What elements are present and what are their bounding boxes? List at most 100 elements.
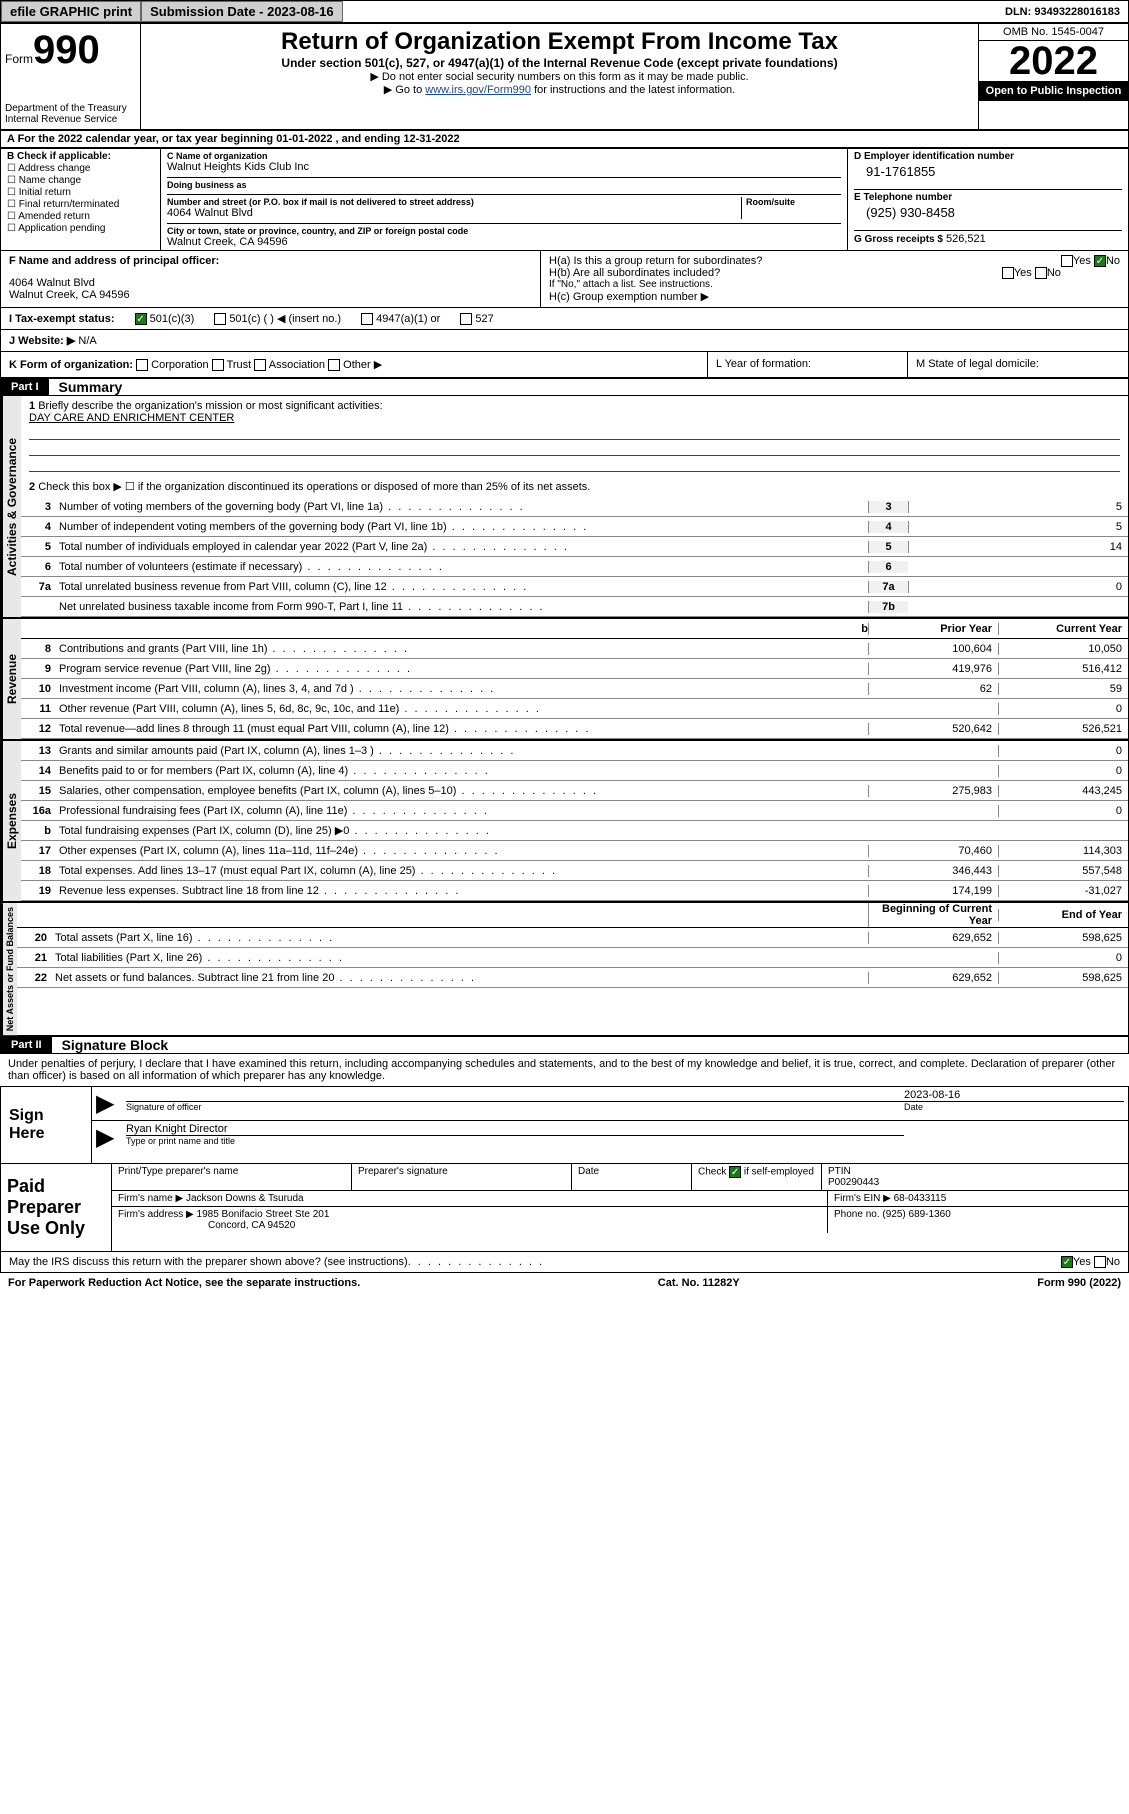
- hb-no-checkbox[interactable]: [1035, 267, 1047, 279]
- discuss-no-checkbox[interactable]: [1094, 1256, 1106, 1268]
- firm-address: 1985 Bonifacio Street Ste 201: [197, 1209, 330, 1220]
- cb-address-change[interactable]: ☐ Address change: [7, 163, 154, 174]
- firm-name: Jackson Downs & Tsuruda: [186, 1193, 304, 1204]
- section-d-e-g: D Employer identification number 91-1761…: [848, 149, 1128, 250]
- table-row: 10Investment income (Part VIII, column (…: [21, 679, 1128, 699]
- table-row: 14Benefits paid to or for members (Part …: [21, 761, 1128, 781]
- gross-receipts: 526,521: [946, 233, 986, 245]
- ein-value: 91-1761855: [854, 162, 1122, 185]
- section-b-checkboxes: B Check if applicable: ☐ Address change …: [1, 149, 161, 250]
- table-row: bTotal fundraising expenses (Part IX, co…: [21, 821, 1128, 841]
- table-row: 12Total revenue—add lines 8 through 11 (…: [21, 719, 1128, 739]
- cb-trust[interactable]: [212, 359, 224, 371]
- ha-group-return: H(a) Is this a group return for subordin…: [549, 255, 1120, 267]
- klm-row: K Form of organization: Corporation Trus…: [0, 352, 1129, 378]
- cb-final-return[interactable]: ☐ Final return/terminated: [7, 199, 154, 210]
- ha-yes-checkbox[interactable]: [1061, 255, 1073, 267]
- sig-date: 2023-08-16: [904, 1089, 1124, 1101]
- table-row: 8Contributions and grants (Part VIII, li…: [21, 639, 1128, 659]
- cb-corporation[interactable]: [136, 359, 148, 371]
- table-row: 13Grants and similar amounts paid (Part …: [21, 741, 1128, 761]
- part1-header: Part I Summary: [0, 378, 1129, 396]
- firm-ein: 68-0433115: [894, 1193, 947, 1204]
- table-row: 11Other revenue (Part VIII, column (A), …: [21, 699, 1128, 719]
- section-a-period: A For the 2022 calendar year, or tax yea…: [0, 130, 1129, 148]
- table-row: 6Total number of volunteers (estimate if…: [21, 557, 1128, 577]
- irs-label: Internal Revenue Service: [5, 114, 136, 125]
- cb-527[interactable]: [460, 313, 472, 325]
- cb-association[interactable]: [254, 359, 266, 371]
- sign-arrow-icon: ▶: [96, 1089, 126, 1118]
- check-self-employed[interactable]: Check ✓ if self-employed: [692, 1164, 822, 1190]
- year-formation: L Year of formation:: [708, 352, 908, 377]
- open-public-badge: Open to Public Inspection: [979, 81, 1128, 101]
- hc-group-exemption: H(c) Group exemption number ▶: [549, 290, 1120, 303]
- mission-text: DAY CARE AND ENRICHMENT CENTER: [29, 412, 1120, 424]
- prep-phone: (925) 689-1360: [882, 1209, 950, 1220]
- cb-amended[interactable]: ☐ Amended return: [7, 211, 154, 222]
- sign-here-label: Sign Here: [1, 1087, 91, 1163]
- org-name: Walnut Heights Kids Club Inc: [167, 161, 841, 173]
- cb-application-pending[interactable]: ☐ Application pending: [7, 223, 154, 234]
- vert-governance: Activities & Governance: [1, 396, 21, 617]
- irs-link[interactable]: www.irs.gov/Form990: [425, 84, 531, 96]
- cb-name-change[interactable]: ☐ Name change: [7, 175, 154, 186]
- cb-501c[interactable]: [214, 313, 226, 325]
- cb-4947[interactable]: [361, 313, 373, 325]
- form-footer: Form 990 (2022): [1037, 1277, 1121, 1289]
- officer-grid: F Name and address of principal officer:…: [0, 251, 1129, 308]
- org-city: Walnut Creek, CA 94596: [167, 236, 841, 248]
- info-grid: B Check if applicable: ☐ Address change …: [0, 148, 1129, 251]
- page-footer: For Paperwork Reduction Act Notice, see …: [0, 1273, 1129, 1293]
- table-row: 4Number of independent voting members of…: [21, 517, 1128, 537]
- perjury-declaration: Under penalties of perjury, I declare th…: [0, 1054, 1129, 1086]
- form-header: Form990 Department of the Treasury Inter…: [0, 23, 1129, 130]
- irs-discuss-row: May the IRS discuss this return with the…: [0, 1252, 1129, 1273]
- table-row: 3Number of voting members of the governi…: [21, 497, 1128, 517]
- table-row: Net unrelated business taxable income fr…: [21, 597, 1128, 617]
- table-row: 22Net assets or fund balances. Subtract …: [17, 968, 1128, 988]
- table-row: 15Salaries, other compensation, employee…: [21, 781, 1128, 801]
- table-row: 7aTotal unrelated business revenue from …: [21, 577, 1128, 597]
- part2-header: Part II Signature Block: [0, 1036, 1129, 1054]
- paid-preparer-label: Paid Preparer Use Only: [1, 1164, 111, 1251]
- sign-arrow-icon-2: ▶: [96, 1123, 126, 1152]
- table-row: 21Total liabilities (Part X, line 26)0: [17, 948, 1128, 968]
- signature-block: Sign Here ▶ Signature of officer 2023-08…: [0, 1086, 1129, 1164]
- top-bar: efile GRAPHIC print Submission Date - 20…: [0, 0, 1129, 23]
- cb-501c3[interactable]: ✓: [135, 313, 147, 325]
- dln-label: DLN: 93493228016183: [997, 4, 1128, 20]
- officer-addr1: 4064 Walnut Blvd: [9, 277, 532, 289]
- form-number: Form990: [5, 28, 136, 73]
- table-row: 17Other expenses (Part IX, column (A), l…: [21, 841, 1128, 861]
- hb-subordinates: H(b) Are all subordinates included? Yes …: [549, 267, 1120, 279]
- cb-other[interactable]: [328, 359, 340, 371]
- vert-net-assets: Net Assets or Fund Balances: [1, 903, 17, 1035]
- hb-yes-checkbox[interactable]: [1002, 267, 1014, 279]
- website-value: N/A: [78, 335, 96, 347]
- website-row: J Website: ▶ N/A: [0, 330, 1129, 352]
- vert-expenses: Expenses: [1, 741, 21, 901]
- section-c-org: C Name of organization Walnut Heights Ki…: [161, 149, 848, 250]
- cat-number: Cat. No. 11282Y: [658, 1277, 740, 1289]
- ptin-value: P00290443: [828, 1177, 879, 1188]
- table-row: 16aProfessional fundraising fees (Part I…: [21, 801, 1128, 821]
- form-subtitle: Under section 501(c), 527, or 4947(a)(1)…: [149, 56, 970, 70]
- vert-revenue: Revenue: [1, 619, 21, 739]
- submission-date-button[interactable]: Submission Date - 2023-08-16: [141, 1, 343, 22]
- discuss-yes-checkbox[interactable]: ✓: [1061, 1256, 1073, 1268]
- tax-year: 2022: [979, 41, 1128, 81]
- paid-preparer-block: Paid Preparer Use Only Print/Type prepar…: [0, 1164, 1129, 1252]
- officer-name: Ryan Knight Director: [126, 1123, 904, 1135]
- tax-exempt-status: I Tax-exempt status: ✓ 501(c)(3) 501(c) …: [0, 308, 1129, 330]
- table-row: 19Revenue less expenses. Subtract line 1…: [21, 881, 1128, 901]
- form-title: Return of Organization Exempt From Incom…: [149, 28, 970, 56]
- table-row: 9Program service revenue (Part VIII, lin…: [21, 659, 1128, 679]
- state-domicile: M State of legal domicile:: [908, 352, 1128, 377]
- summary-table: Activities & Governance 1 Briefly descri…: [0, 396, 1129, 1036]
- efile-button[interactable]: efile GRAPHIC print: [1, 1, 141, 22]
- cb-initial-return[interactable]: ☐ Initial return: [7, 187, 154, 198]
- ha-no-checkbox[interactable]: ✓: [1094, 255, 1106, 267]
- phone-value: (925) 930-8458: [854, 203, 1122, 226]
- officer-addr2: Walnut Creek, CA 94596: [9, 289, 532, 301]
